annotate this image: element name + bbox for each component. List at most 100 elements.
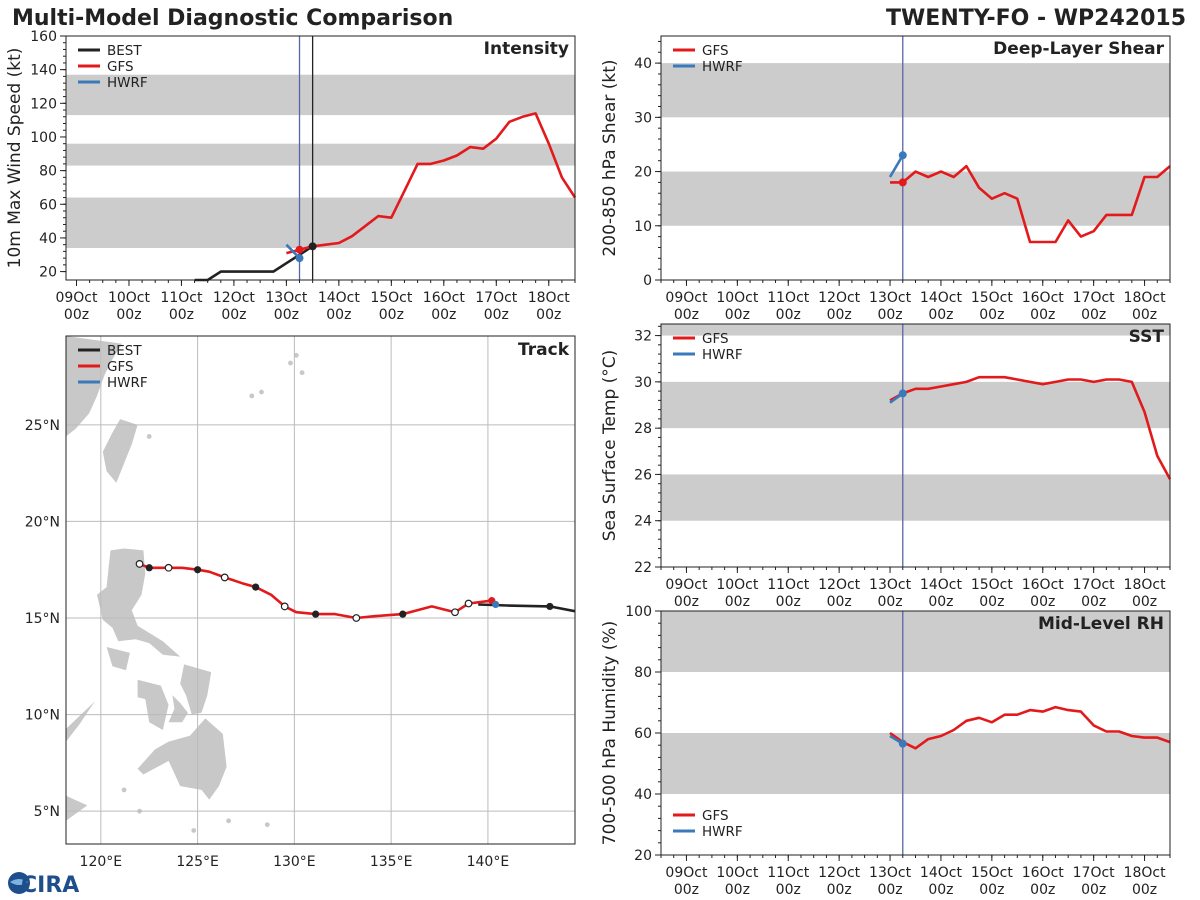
rh-x-tick-label: 10Oct xyxy=(716,865,759,881)
rh-y-tick-label: 80 xyxy=(634,665,652,681)
rh-x-tick-label: 16Oct xyxy=(1022,865,1065,881)
shear-x-tick-sublabel: 00z xyxy=(674,307,699,323)
cira-logo: CIRA xyxy=(8,872,79,898)
sst-threshold-band xyxy=(661,324,1170,336)
intensity-x-tick-label: 09Oct xyxy=(55,290,98,306)
rh-y-tick-label: 20 xyxy=(634,848,652,864)
small-island xyxy=(264,822,270,828)
track-position-open xyxy=(352,614,361,622)
track-y-tick-label: 5°N xyxy=(34,804,60,820)
intensity-x-tick-sublabel: 00z xyxy=(64,307,89,323)
track-position-filled xyxy=(252,583,260,591)
intensity-x-tick-sublabel: 00z xyxy=(484,307,509,323)
sst-x-tick-label: 12Oct xyxy=(818,577,861,593)
track-position-open xyxy=(464,599,473,608)
sst-x-tick-label: 13Oct xyxy=(869,577,912,593)
samar-leyte-landmass xyxy=(180,664,212,715)
small-island xyxy=(299,370,305,376)
shear-x-tick-label: 11Oct xyxy=(767,290,810,306)
intensity-threshold-band xyxy=(66,197,575,249)
track-legend-label-hwrf: HWRF xyxy=(107,375,148,391)
shear-legend-label-hwrf: HWRF xyxy=(702,59,743,75)
small-island xyxy=(293,352,299,358)
rh-x-tick-label: 15Oct xyxy=(971,865,1014,881)
intensity-x-tick-sublabel: 00z xyxy=(379,307,404,323)
small-island xyxy=(226,818,231,824)
intensity-x-tick-sublabel: 00z xyxy=(274,307,299,323)
rh-x-tick-sublabel: 00z xyxy=(776,882,801,898)
shear-x-tick-label: 18Oct xyxy=(1124,290,1167,306)
intensity-y-tick-label: 120 xyxy=(30,96,57,112)
small-island xyxy=(249,393,255,399)
sst-x-tick-label: 09Oct xyxy=(665,577,708,593)
sst-x-tick-sublabel: 00z xyxy=(674,594,699,610)
logo-text: CIRA xyxy=(21,873,79,898)
borneo-landmass xyxy=(66,795,88,844)
intensity-y-tick-label: 20 xyxy=(39,265,57,281)
rh-legend-label-hwrf: HWRF xyxy=(702,824,743,840)
rh-x-tick-label: 09Oct xyxy=(665,865,708,881)
shear-x-tick-label: 17Oct xyxy=(1073,290,1116,306)
intensity-x-tick-sublabel: 00z xyxy=(326,307,351,323)
intensity-x-tick-label: 14Oct xyxy=(318,290,361,306)
sst-y-tick-label: 22 xyxy=(634,560,652,576)
palawan-landmass xyxy=(66,701,95,742)
shear-x-tick-sublabel: 00z xyxy=(979,307,1004,323)
sst-x-tick-sublabel: 00z xyxy=(1081,594,1106,610)
track-legend-label-best: BEST xyxy=(107,343,142,359)
sst-legend-label-hwrf: HWRF xyxy=(702,347,743,363)
track-y-tick-label: 15°N xyxy=(25,611,60,627)
intensity-chart xyxy=(60,35,577,286)
sst-threshold-band xyxy=(661,474,1170,521)
track-position-filled xyxy=(546,602,554,611)
shear-y-tick-label: 40 xyxy=(634,56,652,72)
small-island xyxy=(288,360,293,366)
intensity-marker-gfs xyxy=(295,245,304,254)
track-y-tick-label: 10°N xyxy=(25,708,60,724)
track-position-filled xyxy=(145,564,153,572)
shear-x-tick-label: 14Oct xyxy=(920,290,963,306)
rh-x-tick-sublabel: 00z xyxy=(1030,882,1055,898)
rh-chart xyxy=(655,610,1171,861)
sst-y-tick-label: 32 xyxy=(634,329,652,345)
mindanao-landmass xyxy=(137,718,227,800)
track-x-tick-label: 125°E xyxy=(176,854,219,870)
intensity-x-tick-label: 10Oct xyxy=(108,290,151,306)
intensity-x-tick-label: 15Oct xyxy=(370,290,413,306)
sst-x-tick-sublabel: 00z xyxy=(979,594,1004,610)
shear-x-tick-label: 12Oct xyxy=(818,290,861,306)
small-island xyxy=(259,389,264,395)
rh-threshold-band xyxy=(661,733,1170,794)
track-y-tick-label: 25°N xyxy=(25,418,60,434)
track-x-tick-label: 130°E xyxy=(273,854,316,870)
shear-threshold-band xyxy=(661,171,1170,226)
track-position-open xyxy=(135,560,144,568)
shear-y-tick-label: 20 xyxy=(634,165,652,181)
intensity-x-tick-sublabel: 00z xyxy=(116,307,141,323)
intensity-threshold-band xyxy=(66,143,575,166)
shear-x-tick-sublabel: 00z xyxy=(1030,307,1055,323)
rh-threshold-band xyxy=(661,611,1170,672)
intensity-x-tick-label: 17Oct xyxy=(475,290,518,306)
rh-y-tick-label: 60 xyxy=(634,726,652,742)
rh-x-tick-sublabel: 00z xyxy=(725,882,750,898)
sst-x-tick-label: 17Oct xyxy=(1073,577,1116,593)
sst-x-tick-label: 10Oct xyxy=(716,577,759,593)
intensity-legend-label-hwrf: HWRF xyxy=(107,75,148,91)
shear-x-tick-sublabel: 00z xyxy=(1132,307,1157,323)
track-x-tick-label: 120°E xyxy=(80,854,123,870)
track-plot-frame xyxy=(65,335,576,845)
mindoro-landmass xyxy=(106,647,130,671)
track-map xyxy=(66,336,575,844)
sst-x-tick-sublabel: 00z xyxy=(776,594,801,610)
rh-y-axis-label: 700-500 hPa Humidity (%) xyxy=(600,621,620,845)
sst-x-tick-label: 18Oct xyxy=(1124,577,1167,593)
rh-legend-label-gfs: GFS xyxy=(702,808,729,824)
intensity-marker-hwrf xyxy=(295,254,304,263)
sst-x-tick-label: 15Oct xyxy=(971,577,1014,593)
sst-x-tick-sublabel: 00z xyxy=(725,594,750,610)
rh-x-tick-sublabel: 00z xyxy=(928,882,953,898)
sst-y-axis-label: Sea Surface Temp (°C) xyxy=(600,350,620,542)
rh-x-tick-sublabel: 00z xyxy=(674,882,699,898)
